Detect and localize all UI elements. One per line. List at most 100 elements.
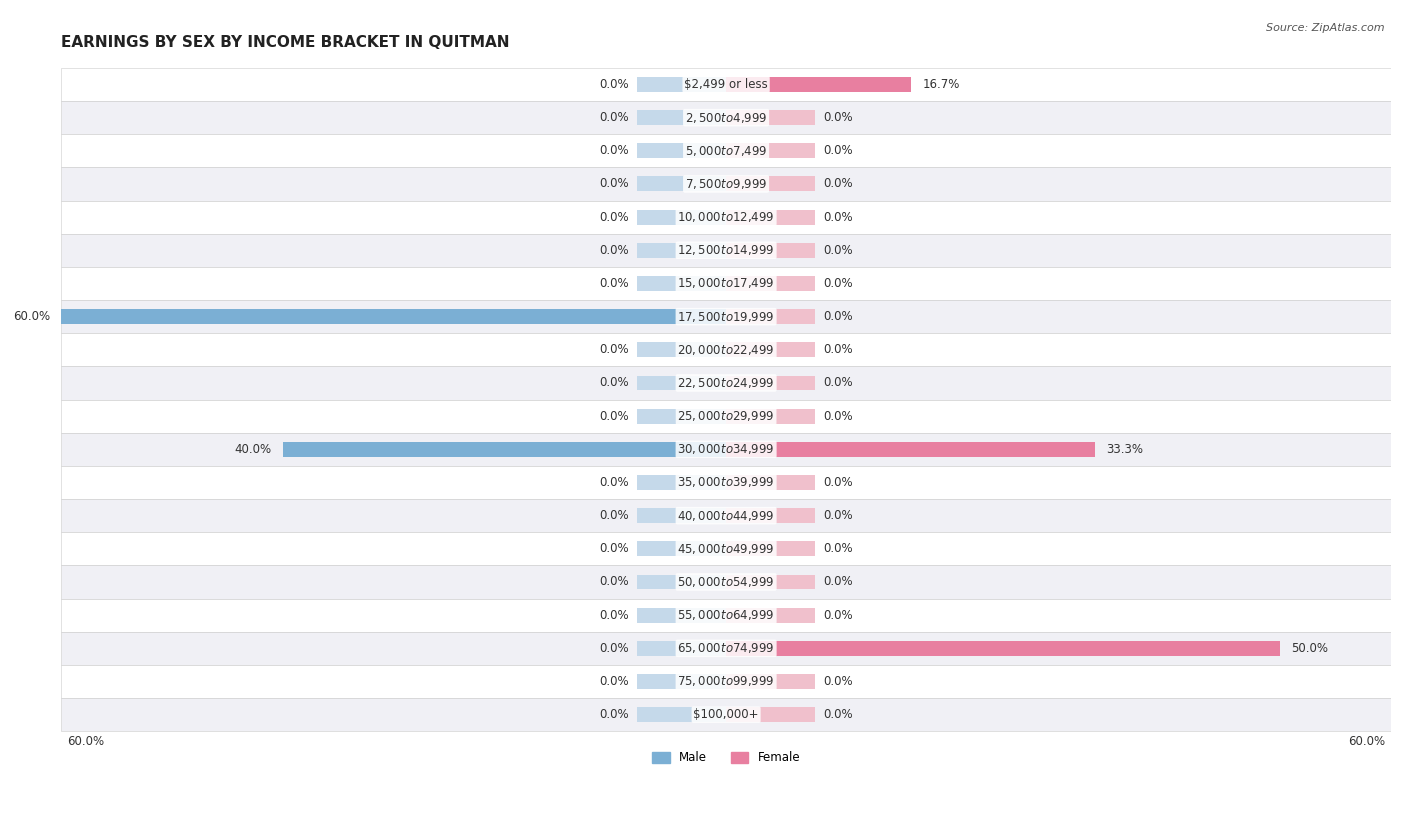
Bar xyxy=(637,641,725,656)
Bar xyxy=(637,508,725,523)
Bar xyxy=(725,707,814,722)
Text: $35,000 to $39,999: $35,000 to $39,999 xyxy=(678,475,775,489)
Bar xyxy=(637,608,725,623)
Text: $2,500 to $4,999: $2,500 to $4,999 xyxy=(685,111,768,125)
Text: 0.0%: 0.0% xyxy=(824,575,853,589)
Text: $22,500 to $24,999: $22,500 to $24,999 xyxy=(678,376,775,390)
Text: $65,000 to $74,999: $65,000 to $74,999 xyxy=(678,641,775,655)
Bar xyxy=(637,475,725,490)
Bar xyxy=(725,110,814,125)
Text: 0.0%: 0.0% xyxy=(824,177,853,190)
Bar xyxy=(725,243,814,258)
Bar xyxy=(725,575,814,589)
Bar xyxy=(725,442,814,457)
Bar xyxy=(725,641,1281,656)
Bar xyxy=(725,409,814,423)
Bar xyxy=(637,143,725,158)
Bar xyxy=(637,541,725,556)
Text: $17,500 to $19,999: $17,500 to $19,999 xyxy=(678,309,775,324)
Bar xyxy=(725,77,911,92)
Bar xyxy=(62,267,1391,300)
Bar xyxy=(637,674,725,689)
Bar xyxy=(725,641,814,656)
Text: $40,000 to $44,999: $40,000 to $44,999 xyxy=(678,509,775,523)
Text: 0.0%: 0.0% xyxy=(599,476,628,489)
Text: 0.0%: 0.0% xyxy=(824,675,853,688)
Text: 0.0%: 0.0% xyxy=(599,144,628,157)
Text: $45,000 to $49,999: $45,000 to $49,999 xyxy=(678,542,775,556)
Bar xyxy=(637,243,725,258)
Legend: Male, Female: Male, Female xyxy=(647,746,806,769)
Bar xyxy=(62,68,1391,101)
Text: $55,000 to $64,999: $55,000 to $64,999 xyxy=(678,608,775,622)
Bar xyxy=(62,366,1391,400)
Bar xyxy=(62,200,1391,234)
Text: 0.0%: 0.0% xyxy=(599,675,628,688)
Bar xyxy=(725,210,814,225)
Bar xyxy=(725,608,814,623)
Bar xyxy=(62,698,1391,731)
Bar xyxy=(637,110,725,125)
Text: 0.0%: 0.0% xyxy=(599,112,628,124)
Bar xyxy=(725,143,814,158)
Bar xyxy=(62,632,1391,665)
Bar xyxy=(62,400,1391,433)
Bar xyxy=(62,598,1391,632)
Bar xyxy=(725,375,814,391)
Text: $7,500 to $9,999: $7,500 to $9,999 xyxy=(685,177,768,191)
Text: 16.7%: 16.7% xyxy=(922,78,960,91)
Text: 0.0%: 0.0% xyxy=(599,641,628,654)
Text: 60.0%: 60.0% xyxy=(13,310,51,323)
Text: 60.0%: 60.0% xyxy=(1348,735,1385,748)
Text: 0.0%: 0.0% xyxy=(824,409,853,422)
Bar xyxy=(725,177,814,191)
Text: $50,000 to $54,999: $50,000 to $54,999 xyxy=(678,575,775,589)
Text: 0.0%: 0.0% xyxy=(599,376,628,389)
Text: EARNINGS BY SEX BY INCOME BRACKET IN QUITMAN: EARNINGS BY SEX BY INCOME BRACKET IN QUI… xyxy=(62,35,510,50)
Text: 0.0%: 0.0% xyxy=(824,211,853,224)
Text: 0.0%: 0.0% xyxy=(824,112,853,124)
Text: $10,000 to $12,499: $10,000 to $12,499 xyxy=(678,210,775,224)
Text: 0.0%: 0.0% xyxy=(824,609,853,622)
Bar xyxy=(725,77,814,92)
Text: $100,000+: $100,000+ xyxy=(693,708,759,721)
Text: 0.0%: 0.0% xyxy=(824,542,853,555)
Text: 0.0%: 0.0% xyxy=(824,344,853,357)
Bar xyxy=(62,234,1391,267)
Bar xyxy=(637,77,725,92)
Bar xyxy=(725,541,814,556)
Bar xyxy=(637,177,725,191)
Text: 0.0%: 0.0% xyxy=(599,708,628,721)
Text: 0.0%: 0.0% xyxy=(824,144,853,157)
Bar xyxy=(637,442,725,457)
Bar xyxy=(62,134,1391,168)
Text: 50.0%: 50.0% xyxy=(1291,641,1329,654)
Bar xyxy=(725,674,814,689)
Bar xyxy=(62,168,1391,200)
Text: 0.0%: 0.0% xyxy=(599,542,628,555)
Bar xyxy=(637,210,725,225)
Text: $2,499 or less: $2,499 or less xyxy=(685,78,768,91)
Bar xyxy=(62,309,725,324)
Text: $20,000 to $22,499: $20,000 to $22,499 xyxy=(678,343,775,357)
Bar xyxy=(637,276,725,291)
Bar xyxy=(62,466,1391,499)
Text: 0.0%: 0.0% xyxy=(824,476,853,489)
Text: 0.0%: 0.0% xyxy=(599,409,628,422)
Text: $12,500 to $14,999: $12,500 to $14,999 xyxy=(678,243,775,257)
Bar xyxy=(283,442,725,457)
Bar xyxy=(725,309,814,324)
Text: 0.0%: 0.0% xyxy=(599,244,628,256)
Text: 0.0%: 0.0% xyxy=(599,78,628,91)
Bar xyxy=(725,442,1095,457)
Bar xyxy=(62,433,1391,466)
Text: $75,000 to $99,999: $75,000 to $99,999 xyxy=(678,675,775,689)
Text: 0.0%: 0.0% xyxy=(599,609,628,622)
Text: 40.0%: 40.0% xyxy=(235,443,271,456)
Bar xyxy=(637,375,725,391)
Bar xyxy=(637,309,725,324)
Text: 0.0%: 0.0% xyxy=(824,277,853,290)
Text: 0.0%: 0.0% xyxy=(599,344,628,357)
Text: 0.0%: 0.0% xyxy=(599,509,628,522)
Bar xyxy=(725,276,814,291)
